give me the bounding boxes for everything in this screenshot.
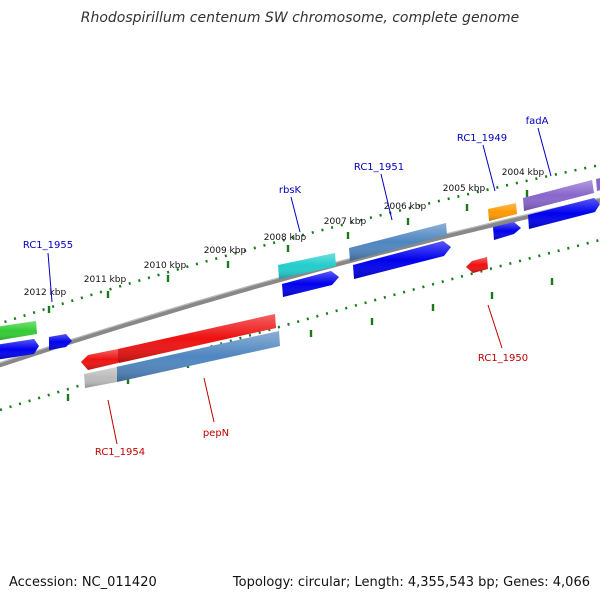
genome-summary-text: Topology: circular; Length: 4,355,543 bp… (232, 575, 590, 590)
forward-ruler (0, 163, 600, 325)
kbp-label: 2005 kbp (443, 184, 486, 194)
gene-label-RC1_1949[interactable]: RC1_1949 (457, 133, 507, 144)
kbp-labels: 2004 kbp 2005 kbp 2006 kbp 2007 kbp 2008… (24, 168, 545, 298)
kbp-label: 2008 kbp (264, 233, 307, 243)
accession-text: Accession: NC_011420 (9, 575, 157, 590)
kbp-label: 2009 kbp (204, 246, 247, 256)
gene-RC1_1954[interactable] (81, 349, 118, 388)
gene-pepN[interactable] (111, 314, 280, 382)
gene-label-RC1_1950[interactable]: RC1_1950 (478, 353, 528, 364)
kbp-label: 2011 kbp (84, 275, 127, 285)
forward-major-ticks (47, 190, 529, 313)
kbp-label: 2006 kbp (384, 202, 427, 212)
kbp-label: 2004 kbp (502, 168, 545, 178)
gene-label-pepN[interactable]: pepN (203, 428, 229, 439)
reverse-major-ticks (66, 278, 554, 401)
gene-label-fadA[interactable]: fadA (526, 116, 549, 127)
gene-label-RC1_1954[interactable]: RC1_1954 (95, 447, 145, 458)
kbp-label: 2010 kbp (144, 261, 187, 271)
gene-label-RC1_1955[interactable]: RC1_1955 (23, 240, 73, 251)
kbp-label: 2007 kbp (324, 217, 367, 227)
gene-RC1_1951[interactable] (349, 223, 451, 279)
gene-label-rbsK[interactable]: rbsK (279, 185, 302, 196)
map-title: Rhodospirillum centenum SW chromosome, c… (81, 10, 520, 26)
callout-lines (47, 127, 552, 445)
gene-rbsK[interactable] (278, 253, 339, 297)
kbp-label: 2012 kbp (24, 288, 67, 298)
gene-RC1_1950[interactable] (466, 257, 488, 273)
gene-fadA[interactable] (523, 176, 600, 229)
gene-label-RC1_1951[interactable]: RC1_1951 (354, 162, 404, 173)
gene-RC1_1949[interactable] (488, 203, 521, 240)
gene-RC1_1955[interactable] (0, 321, 72, 360)
